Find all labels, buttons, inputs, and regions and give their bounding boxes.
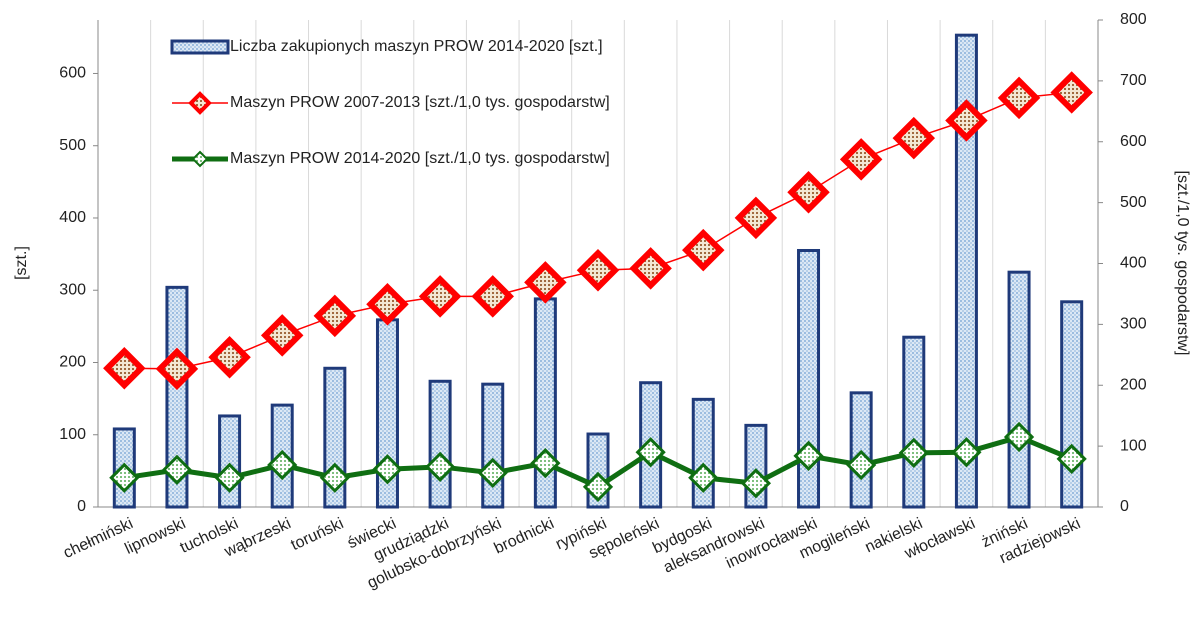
marker xyxy=(1050,71,1093,114)
marker xyxy=(898,437,929,468)
x-tick-label: chełmiński xyxy=(61,515,136,562)
y2-tick-label: 200 xyxy=(1120,376,1147,393)
x-tick-label: toruński xyxy=(288,515,346,554)
y2-tick-label: 800 xyxy=(1120,11,1147,28)
y-tick-label: 100 xyxy=(59,426,86,443)
marker xyxy=(793,440,824,471)
marker xyxy=(103,346,146,390)
marker xyxy=(892,116,936,160)
marker xyxy=(787,171,830,214)
marker xyxy=(260,314,304,357)
marker xyxy=(477,457,508,489)
marker xyxy=(629,247,672,290)
marker xyxy=(319,462,350,493)
marker xyxy=(372,454,403,485)
y-tick-label: 500 xyxy=(59,137,86,154)
y-tick-label: 200 xyxy=(59,354,86,371)
y-tick-label: 400 xyxy=(59,209,86,226)
marker xyxy=(214,462,245,493)
y-tick-label: 600 xyxy=(59,65,86,82)
marker xyxy=(424,451,456,482)
y-tick-label: 300 xyxy=(59,281,86,298)
marker xyxy=(688,462,719,493)
y2-tick-label: 700 xyxy=(1120,72,1147,89)
x-tick-label: lipnowski xyxy=(122,515,188,558)
legend-label: Maszyn PROW 2007-2013 [szt./1,0 tys. gos… xyxy=(230,94,610,111)
y2-tick-label: 500 xyxy=(1120,194,1147,211)
marker xyxy=(846,449,877,481)
legend-marker xyxy=(188,91,212,115)
legend-swatch xyxy=(170,39,230,55)
x-tick-label: brodnicki xyxy=(492,515,557,557)
marker xyxy=(839,138,883,181)
y2-tick-label: 600 xyxy=(1120,133,1147,150)
marker xyxy=(740,468,772,499)
legend-marker xyxy=(191,150,209,168)
bar xyxy=(1007,270,1031,509)
marker xyxy=(471,275,514,318)
marker xyxy=(161,454,193,485)
marker xyxy=(1056,443,1087,475)
y2-axis-label: [szt./1,0 tys. gospodarstw] xyxy=(1174,171,1191,356)
legend-label: Maszyn PROW 2014-2020 [szt./1,0 tys. gos… xyxy=(230,150,610,167)
marker xyxy=(951,437,982,468)
marker xyxy=(155,347,199,391)
marker xyxy=(208,336,251,379)
marker xyxy=(524,261,567,304)
marker xyxy=(582,471,614,503)
marker xyxy=(635,437,666,468)
y-axis-label: [szt.] xyxy=(13,246,30,280)
marker xyxy=(1003,421,1035,453)
bar xyxy=(1060,300,1084,509)
marker xyxy=(682,228,725,272)
marker xyxy=(267,449,298,481)
marker xyxy=(945,99,988,142)
bar xyxy=(481,382,505,509)
marker xyxy=(109,462,140,493)
legend-label: Liczba zakupionych maszyn PROW 2014-2020… xyxy=(230,38,603,55)
y2-tick-label: 100 xyxy=(1120,437,1147,454)
marker xyxy=(366,283,409,326)
y2-tick-label: 0 xyxy=(1120,498,1129,515)
marker xyxy=(734,196,778,240)
bar xyxy=(428,379,452,509)
bar xyxy=(797,248,821,509)
marker xyxy=(530,448,561,479)
marker xyxy=(313,294,357,338)
marker xyxy=(418,275,462,318)
marker xyxy=(576,248,620,292)
marker xyxy=(997,76,1041,120)
bar xyxy=(902,335,926,509)
bar xyxy=(954,33,978,509)
bar xyxy=(165,285,189,509)
y-tick-label: 0 xyxy=(77,498,86,515)
y2-tick-label: 300 xyxy=(1120,316,1147,333)
bar xyxy=(218,414,242,509)
y2-tick-label: 400 xyxy=(1120,255,1147,272)
